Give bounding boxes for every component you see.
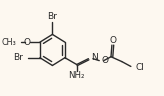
- Text: Cl: Cl: [135, 63, 144, 72]
- Text: Br: Br: [47, 12, 57, 21]
- Text: CH₃: CH₃: [2, 38, 16, 47]
- Text: O: O: [101, 56, 108, 65]
- Text: O: O: [23, 38, 30, 47]
- Text: NH₂: NH₂: [68, 71, 85, 80]
- Text: Br: Br: [13, 53, 23, 62]
- Text: N: N: [91, 53, 97, 62]
- Text: O: O: [109, 36, 116, 45]
